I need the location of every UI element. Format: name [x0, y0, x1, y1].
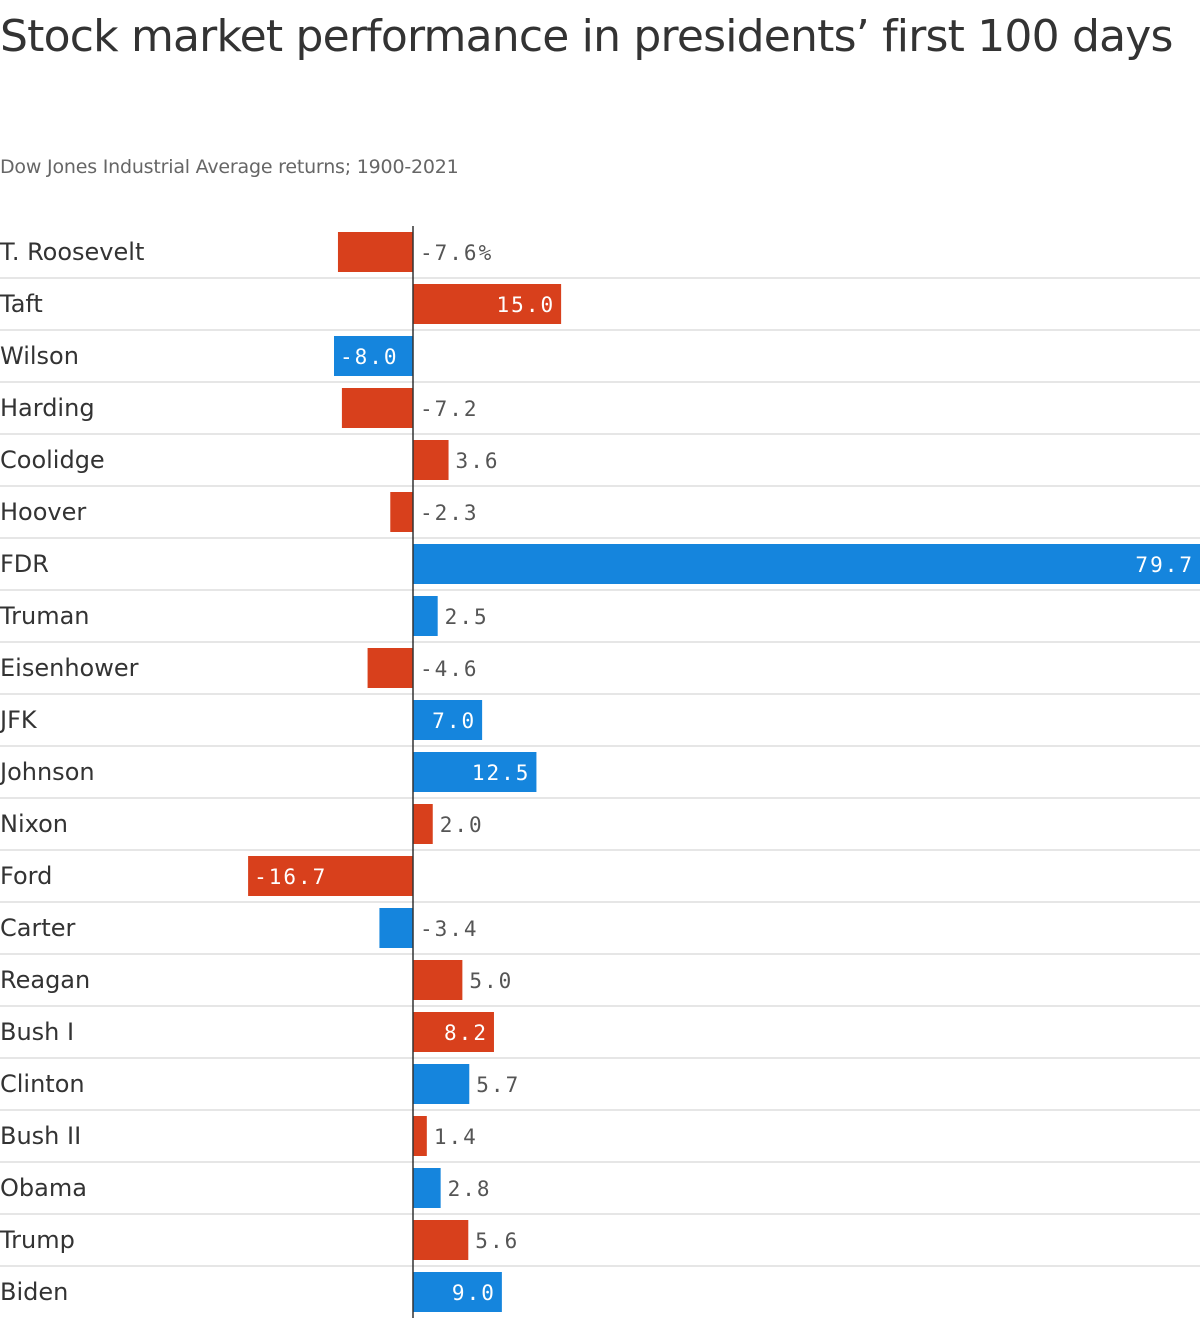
value-label: -16.7: [254, 865, 327, 889]
bar: [413, 1272, 502, 1312]
category-label: T. Roosevelt: [0, 238, 144, 266]
category-label: Bush II: [0, 1122, 81, 1150]
value-label: 5.6: [475, 1229, 519, 1253]
value-label: -2.3: [420, 501, 479, 525]
value-label: 79.7: [1135, 553, 1194, 577]
value-label: 9.0: [452, 1281, 496, 1305]
category-label: Johnson: [0, 758, 95, 786]
value-label: 2.8: [448, 1177, 492, 1201]
category-label: Truman: [0, 602, 90, 630]
category-label: Hoover: [0, 498, 86, 526]
bar: [413, 544, 1200, 584]
category-label: Reagan: [0, 966, 90, 994]
value-label: -7.6%: [420, 241, 493, 265]
category-label: Carter: [0, 914, 76, 942]
bar: [413, 1116, 427, 1156]
category-label: Eisenhower: [0, 654, 139, 682]
bar: [413, 804, 433, 844]
bar: [413, 1012, 494, 1052]
value-label: 3.6: [456, 449, 500, 473]
category-label: Taft: [0, 290, 43, 318]
category-label: Wilson: [0, 342, 79, 370]
bar: [334, 336, 413, 376]
value-label: -7.2: [420, 397, 479, 421]
bar-chart: T. Roosevelt -7.6% Taft 15.0 Wilson -8.0 Hardi…: [0, 226, 1200, 1318]
bar: [248, 856, 413, 896]
bar: [413, 752, 537, 792]
bar: [413, 1064, 470, 1104]
bar: [390, 492, 413, 532]
value-label: 15.0: [497, 293, 556, 317]
value-label: -3.4: [420, 917, 479, 941]
value-label: 2.5: [445, 605, 489, 629]
value-label: 12.5: [472, 761, 531, 785]
bar: [413, 960, 463, 1000]
value-label: 8.2: [444, 1021, 488, 1045]
value-label: 5.7: [476, 1073, 520, 1097]
value-label: 5.0: [469, 969, 513, 993]
bar: [379, 908, 413, 948]
bar: [413, 284, 562, 324]
bar: [341, 388, 413, 428]
category-label: Biden: [0, 1278, 68, 1306]
chart-subtitle: Dow Jones Industrial Average returns; 19…: [0, 156, 459, 178]
category-label: Harding: [0, 394, 95, 422]
category-label: FDR: [0, 550, 49, 578]
bar: [413, 596, 438, 636]
bar: [367, 648, 413, 688]
bar: [413, 1220, 469, 1260]
category-label: Ford: [0, 862, 52, 890]
category-label: Clinton: [0, 1070, 85, 1098]
category-label: Nixon: [0, 810, 68, 838]
bar: [337, 232, 413, 272]
chart-title: Stock market performance in presidents’ …: [0, 11, 1173, 62]
value-label: -8.0: [340, 345, 399, 369]
value-label: -4.6: [420, 657, 479, 681]
category-label: Trump: [0, 1226, 75, 1254]
value-label: 7.0: [432, 709, 476, 733]
category-label: Bush I: [0, 1018, 74, 1046]
bar: [413, 700, 483, 740]
value-label: 2.0: [440, 813, 484, 837]
category-label: Obama: [0, 1174, 87, 1202]
bar: [413, 1168, 441, 1208]
value-label: 1.4: [434, 1125, 478, 1149]
category-label: Coolidge: [0, 446, 105, 474]
category-label: JFK: [0, 706, 38, 734]
bar: [413, 440, 449, 480]
